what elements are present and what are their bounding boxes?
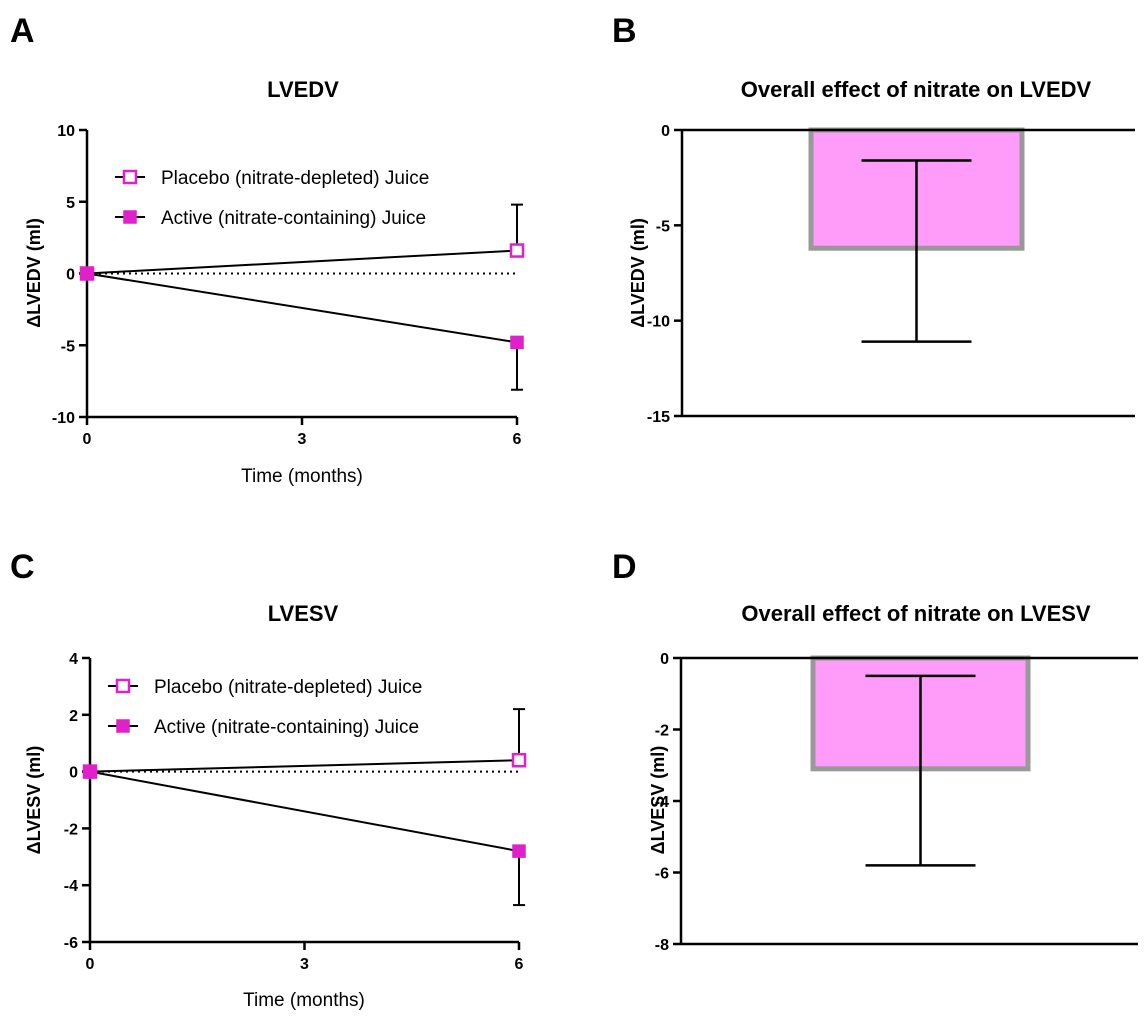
chart-title-a: LVEDV (267, 77, 339, 102)
legend-marker-c-0 (115, 678, 131, 694)
y-tick-label-d: -8 (655, 937, 669, 954)
y-tick-label-c: 2 (69, 708, 78, 725)
y-tick-label-a: 10 (57, 123, 75, 140)
panel-letter-a: A (10, 12, 35, 50)
legend-label-c-0: Placebo (nitrate-depleted) Juice (154, 677, 422, 698)
data-point-a-1 (510, 335, 524, 350)
y-tick-label-a: -10 (52, 410, 75, 427)
bar-chart-lvedv: 0 -5 -10 -15 (647, 123, 1135, 426)
chart-title-d: Overall effect of nitrate on LVESV (741, 601, 1091, 626)
data-point-c-1 (512, 844, 526, 858)
bar-chart-lvesv: 0 -2 -4 -6 -8 (655, 651, 1138, 954)
y-tick-label-c: -4 (64, 878, 78, 895)
y-tick-label-d: -4 (655, 794, 669, 811)
x-tick-label-a: 0 (83, 431, 92, 448)
y-tick-label-c: 0 (69, 765, 78, 782)
chart-title-b: Overall effect of nitrate on LVEDV (741, 77, 1092, 102)
data-point-c-0 (511, 752, 527, 768)
series-line-c-1 (89, 770, 520, 853)
y-tick-label-a: 0 (66, 267, 75, 284)
legend-marker-a-1 (123, 210, 137, 224)
y-tick-label-b: 0 (661, 123, 670, 140)
x-tick-label-c: 6 (515, 956, 524, 973)
y-tick-label-a: 5 (66, 195, 75, 212)
x-axis-label-a: Time (months) (241, 466, 363, 487)
data-point-a-1 (80, 266, 94, 281)
y-tick-label-d: 0 (660, 651, 669, 668)
series-line-a-1 (86, 272, 518, 344)
y-tick-label-b: -10 (647, 314, 670, 331)
series-line-a-0 (86, 249, 518, 275)
x-tick-label-a: 3 (298, 431, 307, 448)
line-chart-lvesv: 4 2 0 -2 -4 -6 0 3 6 Placebo (nitrate-depleted) J… (64, 651, 527, 973)
y-tick-label-d: -6 (655, 866, 669, 883)
y-tick-label-d: -2 (655, 723, 669, 740)
y-tick-label-b: -5 (656, 218, 670, 235)
line-chart-lvedv: 10 5 0 -5 -10 0 3 6 Placebo (nitrate-depleted) J… (52, 123, 525, 448)
panel-letter-d: D (612, 548, 637, 586)
legend-marker-a-0 (122, 169, 138, 185)
y-axis-label-a: ΔLVEDV (ml) (24, 218, 44, 328)
y-tick-label-a: -5 (61, 338, 75, 355)
data-point-a-0 (509, 243, 525, 258)
legend-label-a-1: Active (nitrate-containing) Juice (161, 208, 426, 229)
y-tick-label-c: 4 (69, 651, 78, 668)
y-tick-label-c: -2 (64, 821, 78, 838)
chart-title-c: LVESV (268, 601, 339, 626)
x-tick-label-c: 3 (300, 956, 309, 973)
y-axis-label-c: ΔLVESV (ml) (24, 746, 44, 855)
legend-label-a-0: Placebo (nitrate-depleted) Juice (161, 168, 429, 189)
panel-letter-b: B (612, 12, 637, 50)
x-axis-label-c: Time (months) (243, 990, 365, 1011)
x-tick-label-c: 0 (86, 956, 95, 973)
y-tick-label-b: -15 (647, 409, 670, 426)
y-tick-label-c: -6 (64, 935, 78, 952)
legend-label-c-1: Active (nitrate-containing) Juice (154, 717, 419, 738)
data-point-c-1 (83, 764, 97, 779)
y-axis-label-b: ΔLVEDV (ml) (628, 218, 648, 328)
x-tick-label-a: 6 (513, 431, 522, 448)
panel-letter-c: C (10, 548, 35, 586)
legend-marker-c-1 (116, 719, 130, 733)
y-axis-label-d: ΔLVESV (ml) (648, 746, 668, 855)
series-line-c-0 (89, 759, 520, 773)
